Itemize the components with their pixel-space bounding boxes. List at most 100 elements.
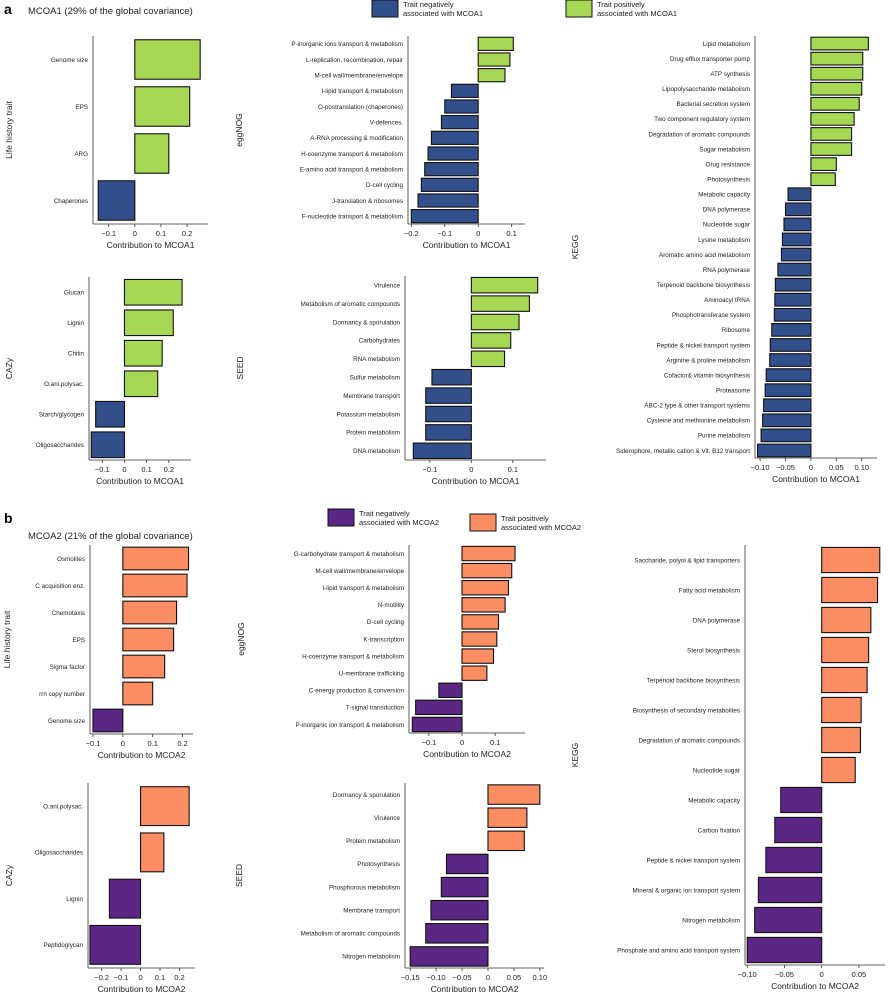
bar (821, 636, 870, 664)
legend-b-positive-line-2: associated with MCOA2 (501, 523, 581, 532)
category-label: DNA metabolism (353, 448, 400, 455)
bar (754, 906, 823, 934)
legend-b-positive-swatch (469, 513, 497, 532)
category-label: O.ani.polysac. (44, 381, 84, 388)
category-label: C acquisition enz. (35, 583, 85, 590)
category-label: Terpenoid backbone biosynthesis (647, 677, 740, 684)
category-label: Sigma factor (50, 664, 85, 671)
bar (430, 899, 489, 921)
bar (139, 786, 190, 827)
chart-a-life-history-trait: Genome size EPS ARG Chaperones −0.1 0 0.1 0.2 Co… (4, 36, 208, 250)
x-tick-label: −0.1 (86, 739, 101, 748)
x-tick-label: 0.2 (177, 739, 187, 748)
bar (461, 579, 509, 596)
x-axis-title: Contribution to MCOA2 (98, 984, 186, 994)
bar (773, 307, 812, 322)
x-tick-label: 0 (476, 229, 480, 238)
bar (762, 413, 812, 428)
bar (461, 648, 495, 664)
category-label: EPS (75, 104, 88, 111)
bar (821, 576, 879, 604)
category-label: Phosphorous metabolism (329, 884, 400, 891)
bar (746, 936, 823, 964)
chart-b-eggnog: G-carbohydrate transport & metabolism M-c… (236, 545, 525, 759)
panel-b-header: b MCOA2 (21% of the global covariance) (4, 510, 193, 542)
bar (780, 247, 812, 262)
x-tick-label: 0 (138, 973, 142, 982)
category-label: Fatty acid metabolism (679, 587, 740, 594)
bar (440, 115, 479, 130)
bar (810, 96, 860, 111)
category-label: Dormancy & sporulation (333, 792, 401, 799)
x-tick-label: −0.10 (738, 970, 757, 979)
category-label: Degradation of aromatic compounds (638, 737, 740, 744)
bar (487, 807, 528, 828)
bar (810, 36, 869, 51)
legend-a-positive-line-2: associated with MCOA1 (597, 9, 677, 18)
category-label: Proteasome (716, 387, 750, 394)
category-label: P-inorganic ions transport & metabolism (291, 41, 403, 48)
category-label: D-cell cycling (366, 182, 404, 189)
x-tick-label: 0 (486, 973, 490, 982)
x-tick-label: −0.1 (421, 738, 436, 747)
category-label: Membrane transport (343, 907, 400, 914)
bar (89, 924, 142, 965)
category-label: Lignin (66, 896, 83, 903)
category-label: Cysteine and methionine metabolism (647, 418, 750, 425)
x-tick-label: 0.05 (507, 973, 522, 982)
bar (810, 112, 855, 126)
category-label: U-membrane trafficking (339, 670, 405, 677)
bar (774, 277, 812, 292)
category-label: Cofactor& vitamin biosynthesis (664, 372, 750, 379)
bar (431, 368, 472, 386)
category-label: EPS (72, 637, 85, 644)
x-tick-label: −0.05 (775, 970, 794, 979)
category-label: Terpenoid backbone biosynthesis (657, 282, 750, 289)
bar (425, 923, 489, 944)
bar (780, 786, 823, 814)
bar (477, 36, 514, 51)
chart-b-cazy: O.ani.polysac. Oligosaccharides Lignin Pept… (4, 783, 195, 994)
bar (760, 428, 812, 443)
category-label: Glucan (64, 290, 84, 297)
x-tick-label: 0 (460, 738, 464, 747)
bar (95, 400, 126, 428)
chart-a-kegg: Lipid metabolism Drug efflux transporter … (570, 36, 877, 484)
bar (756, 443, 812, 458)
bar (810, 81, 863, 96)
bar (445, 853, 489, 875)
x-tick-label: 0.1 (490, 738, 500, 747)
x-tick-label: 0.2 (174, 973, 184, 982)
bar (810, 66, 864, 81)
bar (122, 573, 188, 598)
bar (134, 133, 170, 174)
bar (783, 217, 812, 232)
category-label: DNA polymerase (703, 207, 751, 214)
y-axis-title: Life history trait (4, 101, 14, 159)
category-label: Genome size (48, 718, 86, 725)
chart-b-kegg: Saccharide, polyol & lipid transporters F… (570, 545, 885, 991)
bar (461, 545, 516, 562)
x-tick-label: 0 (809, 463, 813, 472)
category-label: T-signal transduction (346, 705, 405, 712)
bar (764, 383, 812, 398)
bar (461, 631, 498, 647)
bar (409, 946, 489, 967)
x-axis-title: Contribution to MCOA1 (772, 474, 860, 484)
bar (477, 68, 506, 83)
bar (134, 39, 201, 80)
bar (427, 146, 479, 161)
panel-b-letter: b (4, 510, 13, 526)
bar (461, 597, 506, 613)
x-tick-label: −0.05 (776, 463, 795, 472)
x-axis-title: Contribution to MCOA2 (98, 750, 186, 760)
y-axis-title: KEGG (570, 235, 580, 260)
category-label: Virulence (374, 815, 401, 822)
bar (92, 708, 124, 733)
bar (424, 162, 479, 177)
bar (430, 130, 479, 145)
x-tick-label: 0.05 (829, 463, 844, 472)
bar (821, 606, 872, 634)
bar (774, 816, 823, 844)
